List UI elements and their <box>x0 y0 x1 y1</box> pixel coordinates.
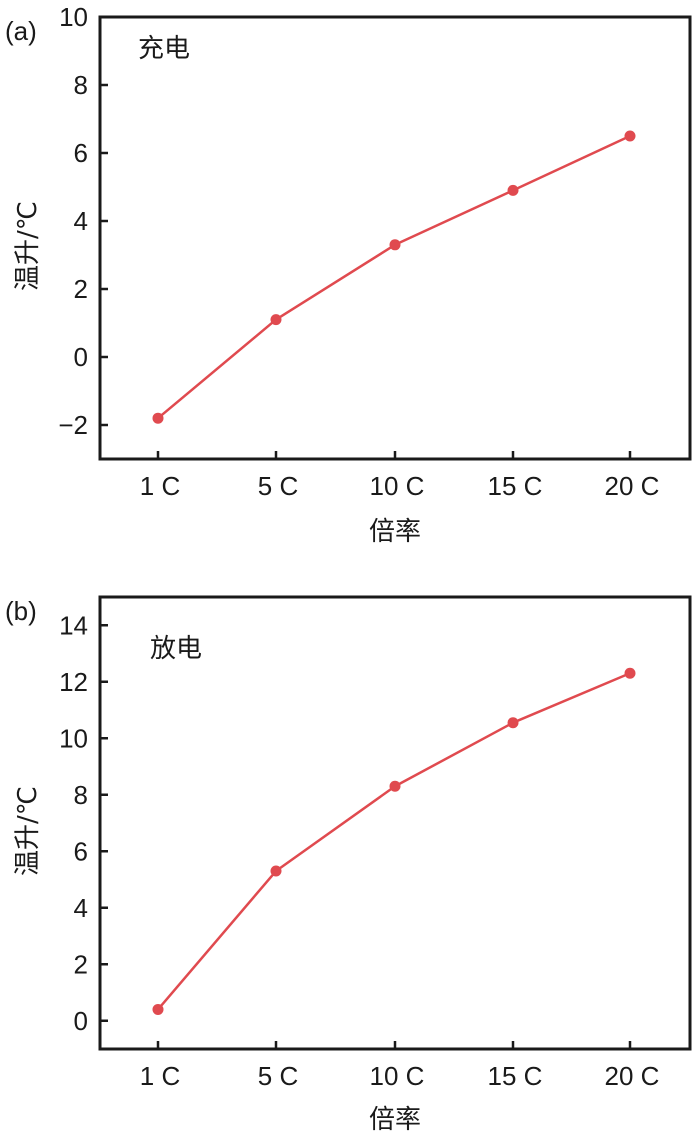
y-tick-label-a: −2 <box>58 410 88 440</box>
y-tick-label-b: 2 <box>74 949 88 979</box>
x-tick-label-b: 20 C <box>605 1061 660 1091</box>
panel-label-a: (a) <box>5 16 37 46</box>
x-tick-label-a: 20 C <box>605 471 660 501</box>
y-tick-label-b: 10 <box>59 723 88 753</box>
x-tick-label-b: 15 C <box>488 1061 543 1091</box>
x-tick-label-a: 5 C <box>258 471 298 501</box>
data-point-b <box>507 717 519 729</box>
y-tick-label-a: 10 <box>59 2 88 32</box>
y-axis-label-a: 温升/℃ <box>13 201 43 291</box>
chart-panel-b: 0 2 4 6 8 10 12 14 1 C 5 C 10 C 15 C 20 C 倍率 温升/℃ (b) 放电 <box>5 595 692 1135</box>
x-tick-label-a: 10 C <box>370 471 425 501</box>
y-tick-label-a: 2 <box>74 274 88 304</box>
x-tick-label-b: 1 C <box>140 1061 180 1091</box>
x-tick-label-a: 1 C <box>140 471 180 501</box>
panel-annotation-b: 放电 <box>150 634 202 664</box>
x-tick-label-a: 15 C <box>488 471 543 501</box>
y-tick-label-b: 0 <box>74 1006 88 1036</box>
y-tick-label-a: 4 <box>74 206 88 236</box>
data-point-b <box>624 667 636 679</box>
data-point-a <box>507 184 519 196</box>
chart-panel-a: −2 0 2 4 6 8 10 1 C 5 C 10 C 15 C 20 C 倍率 温升/℃ (a) 充电 <box>5 2 692 547</box>
y-axis-label-b: 温升/℃ <box>13 786 43 876</box>
data-point-b <box>152 1003 164 1015</box>
y-tick-label-b: 8 <box>74 780 88 810</box>
series-line-a <box>157 134 631 420</box>
data-point-b <box>270 865 282 877</box>
x-tick-label-b: 5 C <box>258 1061 298 1091</box>
y-tick-label-b: 12 <box>59 667 88 697</box>
panel-label-b: (b) <box>5 596 37 626</box>
panel-annotation-a: 充电 <box>138 34 190 64</box>
y-tick-label-a: 6 <box>74 138 88 168</box>
data-point-a <box>389 239 401 251</box>
data-point-a <box>624 130 636 142</box>
y-tick-label-a: 0 <box>74 342 88 372</box>
x-tick-label-b: 10 C <box>370 1061 425 1091</box>
y-tick-label-b: 14 <box>59 610 88 640</box>
y-tick-label-b: 6 <box>74 836 88 866</box>
x-axis-label-b: 倍率 <box>369 1105 421 1135</box>
x-axis-label-a: 倍率 <box>369 517 421 547</box>
data-point-a <box>270 314 282 326</box>
data-point-a <box>152 412 164 424</box>
plot-frame-b <box>98 595 692 1051</box>
y-tick-label-a: 8 <box>74 70 88 100</box>
data-point-b <box>389 780 401 792</box>
series-line-b <box>157 672 631 1011</box>
y-tick-label-b: 4 <box>74 893 88 923</box>
